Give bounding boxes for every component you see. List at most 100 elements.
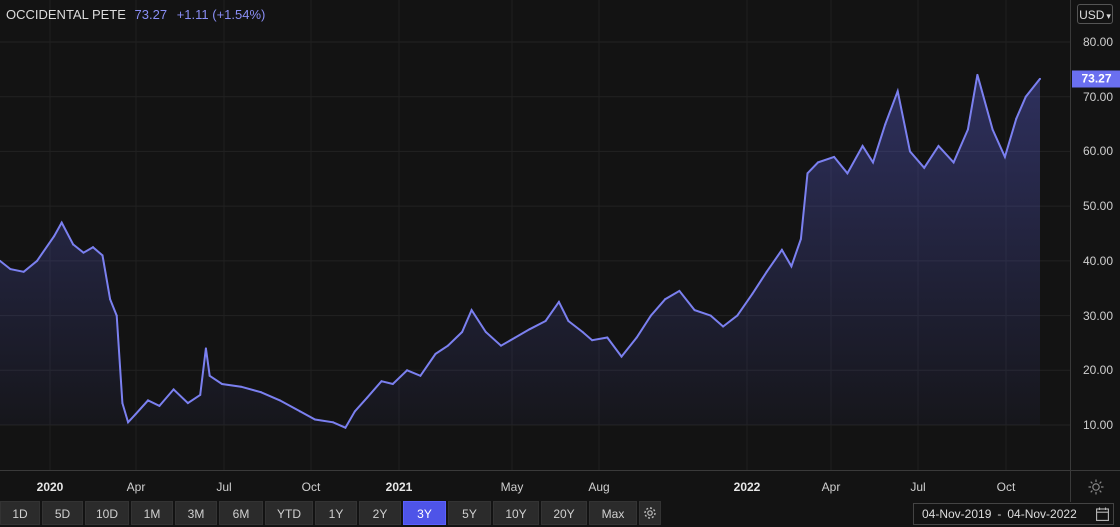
price-point (446, 344, 449, 347)
range-settings-button[interactable] (639, 501, 661, 525)
y-tick-label: 70.00 (1083, 89, 1114, 104)
price-point (861, 144, 864, 147)
price-point (434, 352, 437, 355)
calendar-icon (1096, 507, 1109, 521)
range-button-ytd[interactable]: YTD (265, 501, 313, 525)
price-point (884, 123, 887, 126)
y-tick-label: 20.00 (1083, 363, 1114, 378)
price-point (923, 166, 926, 169)
price-point (53, 235, 56, 238)
price-point (976, 73, 979, 76)
price-point (391, 382, 394, 385)
price-point (115, 314, 118, 317)
x-tick-label: Aug (588, 480, 610, 494)
range-button-10y[interactable]: 10Y (493, 501, 539, 525)
price-point (620, 355, 623, 358)
price-chart[interactable] (0, 0, 1070, 470)
price-point (591, 339, 594, 342)
price-point (298, 410, 301, 413)
x-tick-label: 2021 (385, 480, 413, 494)
x-tick-label: Jul (910, 480, 926, 494)
range-button-3m[interactable]: 3M (175, 501, 217, 525)
price-point (799, 237, 802, 240)
price-point (101, 254, 104, 257)
price-point (1015, 117, 1018, 120)
x-tick-label: 2022 (733, 480, 761, 494)
range-button-5y[interactable]: 5Y (448, 501, 491, 525)
price-point (678, 289, 681, 292)
range-button-1y[interactable]: 1Y (315, 501, 357, 525)
last-price-marker: 73.27 (1072, 70, 1120, 88)
date-separator: - (997, 507, 1002, 521)
price-point (147, 399, 150, 402)
price-point (484, 330, 487, 333)
last-price: 73.27 (134, 7, 168, 22)
price-point (693, 309, 696, 312)
price-axis[interactable]: 10.00 20.00 30.00 40.00 50.00 60.00 70.00 80.00… (1070, 0, 1120, 470)
price-point (846, 172, 849, 175)
price-point (419, 374, 422, 377)
price-point (134, 413, 137, 416)
time-axis[interactable]: 2020 Apr Jul Oct 2021 May Aug 2022 Apr Jul Oct (0, 470, 1070, 502)
range-button-20y[interactable]: 20Y (541, 501, 587, 525)
range-button-2y[interactable]: 2Y (359, 501, 401, 525)
sun-icon (1088, 479, 1104, 494)
price-point (332, 421, 335, 424)
range-button-1m[interactable]: 1M (131, 501, 173, 525)
chart-canvas[interactable] (0, 0, 1070, 470)
range-button-5d[interactable]: 5D (42, 501, 83, 525)
date-range-picker[interactable]: 04-Nov-2019-04-Nov-2022 (913, 503, 1114, 525)
price-point (833, 155, 836, 158)
price-point (461, 330, 464, 333)
price-point (172, 388, 175, 391)
price-point (127, 421, 130, 424)
price-point (790, 265, 793, 268)
price-point (366, 396, 369, 399)
price-point (909, 150, 911, 153)
x-tick-label: Oct (301, 480, 321, 494)
price-point (871, 161, 874, 164)
price-point (765, 270, 768, 273)
price-point (208, 374, 211, 377)
range-button-10d[interactable]: 10D (85, 501, 129, 525)
price-point (204, 347, 207, 350)
y-tick-label: 60.00 (1083, 144, 1114, 159)
range-button-6m[interactable]: 6M (219, 501, 263, 525)
range-toolbar: 1D 5D 10D 1M 3M 6M YTD 1Y 2Y 3Y 5Y 10Y 20Y Max (0, 501, 661, 527)
range-button-3y[interactable]: 3Y (403, 501, 446, 525)
price-point (557, 300, 560, 303)
x-tick-label: 2020 (36, 480, 64, 494)
price-point (380, 380, 383, 383)
price-point (567, 320, 570, 323)
price-point (751, 292, 754, 295)
y-tick-label: 10.00 (1083, 418, 1114, 432)
price-point (72, 243, 75, 246)
price-point (353, 410, 356, 413)
price-point (1024, 95, 1027, 98)
price-point (278, 399, 281, 402)
price-point (186, 402, 189, 405)
y-tick-label: 80.00 (1083, 35, 1114, 49)
price-point (109, 298, 112, 301)
price-point (91, 246, 94, 249)
price-point (0, 259, 1, 262)
range-button-1d[interactable]: 1D (0, 501, 40, 525)
price-point (722, 325, 725, 328)
price-point (344, 426, 347, 429)
currency-selector[interactable]: USD ▾ (1077, 4, 1113, 24)
x-tick-label: Oct (996, 480, 1016, 494)
symbol-name: OCCIDENTAL PETE (6, 7, 126, 22)
price-point (82, 251, 85, 254)
price-point (528, 328, 531, 331)
chart-settings-corner[interactable] (1070, 470, 1120, 502)
x-tick-label: Apr (821, 480, 841, 494)
price-point (121, 402, 124, 405)
y-tick-label: 30.00 (1083, 308, 1114, 323)
range-button-max[interactable]: Max (589, 501, 637, 525)
price-point (500, 344, 503, 347)
price-point (581, 330, 584, 333)
price-point (9, 268, 12, 271)
price-point (966, 128, 969, 131)
price-point (221, 382, 224, 385)
price-point (1039, 77, 1041, 80)
